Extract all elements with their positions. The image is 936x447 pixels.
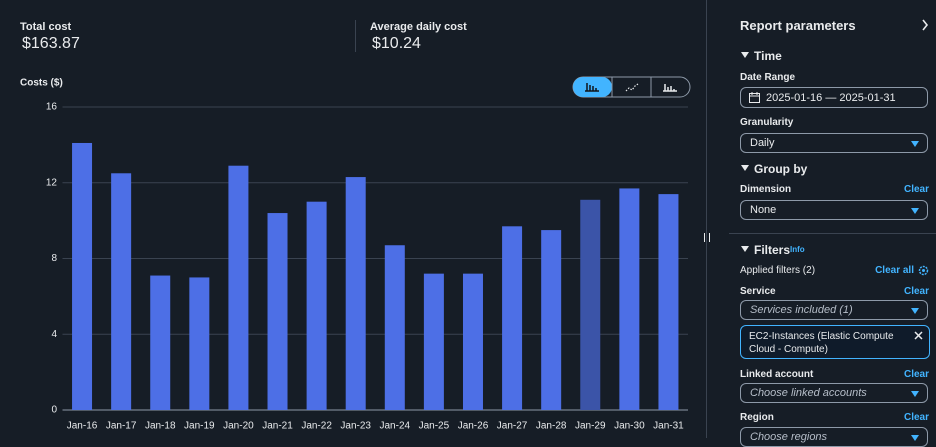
x-tick-label: Jan-31 bbox=[653, 421, 684, 432]
section-heading: Time bbox=[754, 49, 782, 63]
average-cost-label: Average daily cost bbox=[370, 21, 467, 33]
x-tick-label: Jan-16 bbox=[67, 421, 98, 432]
bar bbox=[580, 199, 601, 410]
bar bbox=[619, 188, 640, 410]
y-tick-label: 12 bbox=[46, 177, 58, 188]
y-axis-label: Costs ($) bbox=[20, 78, 63, 89]
bar-icon bbox=[585, 83, 599, 92]
bar bbox=[384, 245, 405, 410]
field-label: Granularity bbox=[740, 117, 794, 128]
select-placeholder: Services included (1) bbox=[750, 304, 853, 316]
x-tick-label: Jan-19 bbox=[184, 421, 215, 432]
x-tick-label: Jan-28 bbox=[536, 421, 567, 432]
chart-type-toggle bbox=[572, 76, 691, 98]
x-tick-label: Jan-25 bbox=[419, 421, 450, 432]
x-tick-label: Jan-27 bbox=[497, 421, 528, 432]
bar bbox=[72, 142, 93, 410]
stack-icon bbox=[663, 84, 677, 92]
y-tick-label: 8 bbox=[51, 253, 57, 264]
average-cost-value: $10.24 bbox=[372, 35, 421, 52]
bar bbox=[267, 213, 288, 410]
bar bbox=[345, 177, 366, 410]
applied-filters: Applied filters (2) bbox=[740, 265, 816, 276]
report-parameters-panel: Report parameters Time Date Range 2025-0… bbox=[704, 0, 936, 447]
total-cost-label: Total cost bbox=[20, 21, 71, 33]
token-text: EC2-Instances (Elastic Compute Cloud - C… bbox=[749, 331, 894, 355]
granularity-select[interactable]: Daily bbox=[740, 133, 928, 153]
dimension-select[interactable]: None bbox=[740, 200, 928, 220]
expand-arrow[interactable] bbox=[741, 246, 749, 252]
service-select[interactable]: Services included (1) bbox=[740, 300, 928, 320]
field-label: Region bbox=[740, 412, 774, 423]
field-label: Service bbox=[740, 286, 776, 297]
collapse-panel[interactable] bbox=[921, 19, 929, 31]
x-tick-label: Jan-20 bbox=[223, 421, 254, 432]
section-divider bbox=[729, 233, 936, 234]
clear-link[interactable]: Clear bbox=[903, 184, 929, 195]
field-label: Dimension bbox=[740, 184, 792, 195]
x-tick-label: Jan-26 bbox=[458, 421, 489, 432]
region-select[interactable]: Choose regions bbox=[740, 427, 928, 447]
section-heading: Group by bbox=[754, 162, 808, 176]
x-tick-label: Jan-23 bbox=[340, 421, 371, 432]
x-tick-label: Jan-18 bbox=[145, 421, 176, 432]
section-heading: Filters bbox=[754, 243, 791, 257]
field-label: Linked account bbox=[740, 369, 814, 380]
bar bbox=[502, 226, 523, 410]
select-placeholder: Choose regions bbox=[750, 431, 828, 443]
linked-account-select[interactable]: Choose linked accounts bbox=[740, 383, 928, 403]
panel-title: Report parameters bbox=[740, 18, 856, 33]
bar bbox=[228, 165, 249, 410]
date-range-input[interactable]: 2025-01-16 — 2025-01-31 bbox=[740, 87, 928, 108]
expand-arrow[interactable] bbox=[741, 52, 749, 58]
y-tick-label: 4 bbox=[51, 329, 57, 340]
remove-token[interactable] bbox=[914, 331, 923, 340]
select-value: None bbox=[750, 204, 777, 216]
x-tick-label: Jan-17 bbox=[106, 421, 137, 432]
line-chart-toggle[interactable] bbox=[613, 78, 651, 96]
bar bbox=[462, 273, 483, 410]
x-tick-label: Jan-21 bbox=[262, 421, 293, 432]
select-placeholder: Choose linked accounts bbox=[750, 387, 867, 399]
page: Total cost $163.87 Average daily cost $1… bbox=[20, 0, 936, 447]
service-token: EC2-Instances (Elastic Compute Cloud - C… bbox=[740, 325, 930, 359]
bar bbox=[111, 173, 132, 410]
bar bbox=[541, 230, 562, 410]
clear-all-link[interactable]: Clear all bbox=[875, 265, 914, 276]
bar bbox=[306, 201, 327, 410]
x-tick-label: Jan-22 bbox=[301, 421, 332, 432]
expand-arrow[interactable] bbox=[741, 165, 749, 171]
cost-chart-panel: Total cost $163.87 Average daily cost $1… bbox=[20, 20, 691, 432]
total-cost-value: $163.87 bbox=[22, 35, 80, 52]
select-value: Daily bbox=[750, 137, 775, 149]
bar bbox=[423, 273, 444, 410]
bar bbox=[189, 277, 210, 410]
info-link[interactable]: Info bbox=[790, 245, 805, 254]
y-tick-label: 0 bbox=[51, 405, 57, 416]
clear-link[interactable]: Clear bbox=[903, 412, 929, 423]
clear-link[interactable]: Clear bbox=[903, 286, 929, 297]
date-range-value: 2025-01-16 — 2025-01-31 bbox=[766, 92, 896, 104]
x-tick-label: Jan-29 bbox=[575, 421, 606, 432]
clear-link[interactable]: Clear bbox=[903, 369, 929, 380]
settings-icon[interactable] bbox=[918, 265, 929, 276]
bar bbox=[658, 194, 679, 410]
resize-handle[interactable] bbox=[704, 233, 710, 242]
bar bbox=[150, 275, 171, 410]
x-tick-label: Jan-24 bbox=[380, 421, 411, 432]
field-label: Date Range bbox=[740, 72, 796, 83]
x-tick-label: Jan-30 bbox=[614, 421, 645, 432]
y-tick-label: 16 bbox=[46, 102, 58, 113]
